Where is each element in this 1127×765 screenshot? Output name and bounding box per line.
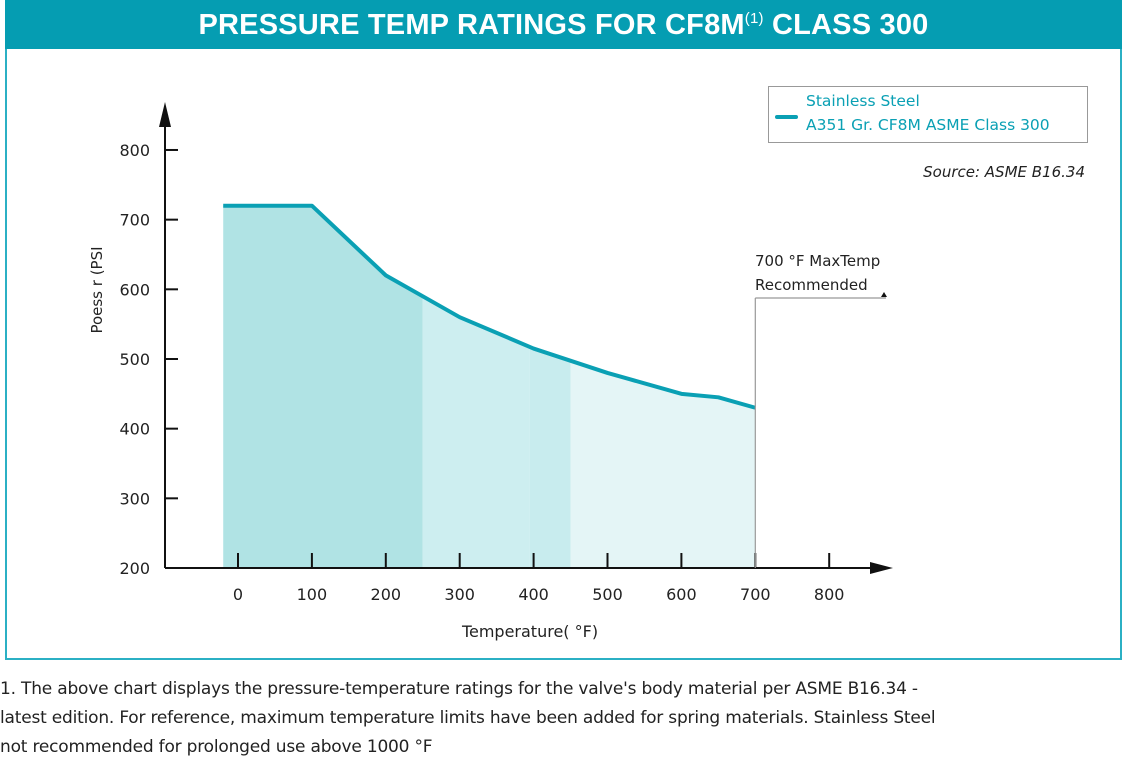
- y-tick-label: 600: [119, 280, 150, 299]
- series-layer: [223, 203, 756, 410]
- y-tick-label: 400: [119, 420, 150, 439]
- axes: [159, 102, 893, 574]
- source-note: Source: ASME B16.34: [923, 163, 1085, 181]
- legend-label-line1: Stainless Steel: [806, 92, 920, 110]
- y-axis-label: Poess r (PSI: [88, 246, 106, 334]
- shaded-band-3: [529, 346, 571, 568]
- legend-label-line2: A351 Gr. CF8M ASME Class 300: [806, 116, 1050, 134]
- y-tick-label: 700: [119, 211, 150, 230]
- chart-title: PRESSURE TEMP RATINGS FOR CF8M(1) CLASS …: [5, 0, 1122, 49]
- y-tick-label: 300: [119, 489, 150, 508]
- footnote-line1: 1. The above chart displays the pressure…: [0, 679, 918, 699]
- footnote-line2: latest edition. For reference, maximum t…: [0, 708, 936, 728]
- x-tick-label: 300: [444, 585, 475, 604]
- x-axis-arrow-icon: [870, 562, 893, 574]
- shaded-band-1: [223, 205, 423, 568]
- x-tick-label: 400: [518, 585, 549, 604]
- footnote-line3: not recommended for prolonged use above …: [0, 737, 433, 757]
- y-axis-arrow-icon: [159, 102, 171, 127]
- y-tick-label: 500: [119, 350, 150, 369]
- x-tick-label: 600: [666, 585, 697, 604]
- x-ticks: 0 100 200 300 400 500 600 700 800: [233, 553, 845, 604]
- x-tick-label: 700: [740, 585, 771, 604]
- x-tick-label: 200: [371, 585, 402, 604]
- x-tick-label: 100: [297, 585, 328, 604]
- shaded-band-4: [570, 360, 756, 568]
- pressure-temp-chart: 0 100 200 300 400 500 600 700 800 200 300 400 500 60…: [119, 102, 893, 641]
- footnote: 1. The above chart displays the pressure…: [0, 675, 1127, 762]
- max-temp-annotation-line2: Recommended: [755, 276, 868, 294]
- y-ticks: 200 300 400 500 600 700 800: [119, 141, 178, 578]
- y-tick-label: 800: [119, 141, 150, 160]
- max-temp-annotation-line1: 700 °F MaxTemp: [755, 252, 881, 270]
- title-main: PRESSURE TEMP RATINGS FOR CF8M: [198, 9, 745, 41]
- x-tick-label: 0: [233, 585, 243, 604]
- shaded-bands: [223, 205, 756, 568]
- shaded-band-2: [422, 296, 530, 568]
- x-axis-label: Temperature( °F): [461, 622, 598, 641]
- x-tick-label: 500: [592, 585, 623, 604]
- max-temp-marker: [754, 292, 887, 568]
- title-tail: CLASS 300: [763, 9, 929, 41]
- y-tick-label: 200: [119, 559, 150, 578]
- legend-swatch: [775, 115, 798, 119]
- legend: Stainless Steel A351 Gr. CF8M ASME Class…: [768, 86, 1088, 143]
- chart-frame: [5, 0, 1122, 660]
- title-footnote-ref: (1): [744, 10, 764, 27]
- max-temp-arrow-icon: [881, 292, 887, 297]
- x-tick-label: 800: [814, 585, 845, 604]
- max-temp-annotation: 700 °F MaxTemp Recommended: [755, 249, 880, 297]
